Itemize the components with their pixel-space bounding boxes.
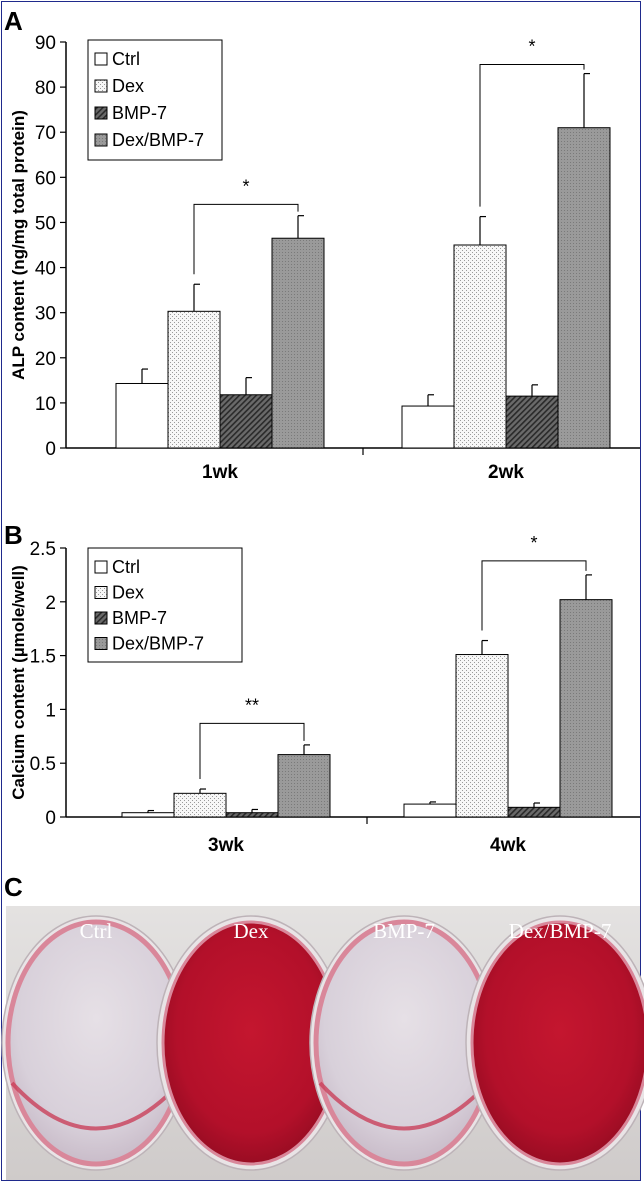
category-label: 1wk <box>202 462 238 483</box>
well-label: Dex <box>234 919 269 943</box>
legend-entry: Ctrl <box>112 557 140 577</box>
y-tick-label: 90 <box>35 33 56 54</box>
significance-bracket <box>479 64 585 207</box>
category-label: 2wk <box>488 462 524 483</box>
legend-swatch <box>94 611 108 625</box>
y-tick-label: 80 <box>35 78 56 99</box>
legend-swatch <box>94 637 108 650</box>
photo-c: C Ctrl Dex BMP-7 Dex/BMP-7 <box>1 872 644 1180</box>
bar-dex <box>453 244 507 449</box>
bar-ctrl <box>403 803 457 818</box>
bar-dex <box>167 310 221 449</box>
y-tick-label: 0.5 <box>30 754 56 775</box>
legend-entry: BMP-7 <box>112 608 167 628</box>
y-tick-label: 2.5 <box>30 539 56 560</box>
legend-swatch <box>94 79 108 93</box>
legend-entry: Dex/BMP-7 <box>112 130 204 150</box>
legend-entry: Dex <box>112 76 144 96</box>
legend-swatch <box>94 560 108 574</box>
significance-bracket <box>481 560 587 631</box>
significance-bracket <box>193 203 299 275</box>
well-label: Dex/BMP-7 <box>509 919 612 943</box>
legend-entry: Dex/BMP-7 <box>112 634 204 654</box>
well-dex-bmp-7 <box>470 920 644 1166</box>
y-tick-label: 0 <box>45 439 56 460</box>
legend-swatch <box>94 133 108 147</box>
y-tick-label: 30 <box>35 304 56 325</box>
significance-label: ** <box>245 695 259 715</box>
legend-entry: Dex <box>112 583 144 603</box>
y-tick-label: 20 <box>35 349 56 370</box>
bar-dex-bmp-7 <box>557 127 611 449</box>
legend-entry: Ctrl <box>112 49 140 69</box>
legend-box <box>87 547 243 663</box>
bar-bmp-7 <box>225 812 279 818</box>
bar-bmp-7 <box>505 395 559 449</box>
bar-dex <box>173 792 227 818</box>
bar-dex <box>455 654 509 818</box>
legend-box <box>87 39 223 161</box>
bar-ctrl <box>121 812 175 818</box>
bar-bmp-7 <box>219 394 273 449</box>
well-label: Ctrl <box>80 919 113 943</box>
y-tick-label: 1 <box>45 700 56 721</box>
bar-ctrl <box>401 405 455 449</box>
significance-label: * <box>242 176 249 196</box>
panel-letter: A <box>4 6 23 36</box>
bar-dex-bmp-7 <box>271 237 325 449</box>
y-tick-label: 1.5 <box>30 647 56 668</box>
y-tick-label: 10 <box>35 394 56 415</box>
bar-ctrl <box>115 382 169 449</box>
category-label: 3wk <box>208 835 244 856</box>
y-tick-label: 70 <box>35 123 56 144</box>
panel-letter: C <box>4 872 23 902</box>
legend-entry: BMP-7 <box>112 103 167 123</box>
chart-a: A 0 10 20 30 40 50 60 70 80 90 ALP content (ng/mg t… <box>4 6 640 483</box>
significance-bracket <box>199 722 305 780</box>
y-tick-label: 40 <box>35 259 56 280</box>
bar-bmp-7 <box>507 806 561 818</box>
y-tick-label: 60 <box>35 168 56 189</box>
y-tick-label: 2 <box>45 593 56 614</box>
well-label: BMP-7 <box>373 919 435 943</box>
legend-swatch <box>94 106 108 120</box>
well-stain-edge <box>10 1081 182 1131</box>
legend-swatch <box>94 52 108 66</box>
category-label: 4wk <box>490 835 526 856</box>
significance-label: * <box>530 533 537 553</box>
legend-swatch <box>94 586 108 599</box>
well-stain-edge <box>318 1081 490 1131</box>
significance-label: * <box>528 37 535 57</box>
bar-dex-bmp-7 <box>559 599 613 818</box>
y-axis-label: Calcium content (µmole/well) <box>9 565 28 800</box>
panel-letter: B <box>4 520 23 550</box>
y-tick-label: 50 <box>35 213 56 234</box>
bar-dex-bmp-7 <box>277 754 331 818</box>
y-tick-label: 0 <box>45 808 56 829</box>
y-axis-label: ALP content (ng/mg total protein) <box>9 110 28 380</box>
